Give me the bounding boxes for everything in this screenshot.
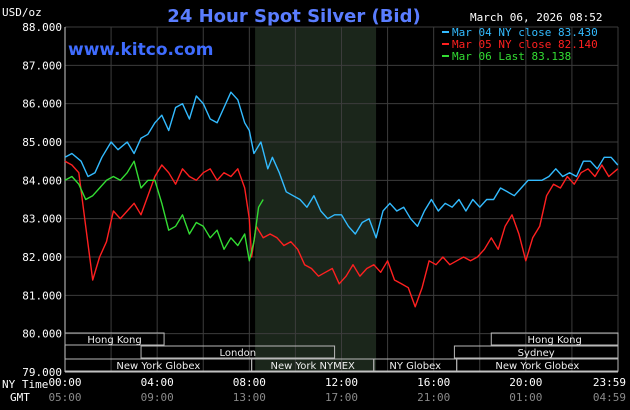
session-bar — [140, 345, 336, 359]
legend-entry: Mar 06 Last 83.138 — [452, 50, 571, 63]
y-tick-label: 86.000 — [22, 98, 62, 111]
y-unit-label: USD/oz — [2, 6, 42, 19]
x-tick-label-ny: 12:00 — [325, 376, 358, 389]
session-label: Hong Kong — [87, 335, 141, 346]
y-tick-label: 83.000 — [22, 213, 62, 226]
series-line-2 — [64, 160, 264, 262]
session-label: New York Globex — [495, 361, 579, 372]
x-tick-label-ny: 08:00 — [233, 376, 266, 389]
series-line-1 — [64, 160, 619, 308]
legend-entry: Mar 04 NY close 83.430 — [452, 26, 598, 39]
x-tick-label-ny: 16:00 — [417, 376, 450, 389]
session-label: Sydney — [518, 348, 555, 359]
date-label: March 06, 2026 08:52 — [470, 11, 602, 24]
session-label: New York NYMEX — [271, 361, 356, 372]
y-tick-label: 79.000 — [22, 366, 62, 379]
x-tick-label-gmt: 01:00 — [509, 391, 542, 404]
x-tick-label-gmt: 05:00 — [48, 391, 81, 404]
x-tick-label-ny: 20:00 — [509, 376, 542, 389]
x-tick-label-ny: 00:00 — [48, 376, 81, 389]
x-tick-label-ny: 23:59 — [593, 376, 626, 389]
session-label: New York Globex — [116, 361, 200, 372]
session-bar — [490, 332, 619, 346]
session-label: NY Globex — [389, 361, 441, 372]
x-tick-label-gmt: 17:00 — [325, 391, 358, 404]
x-tick-label-gmt: 21:00 — [417, 391, 450, 404]
x-tick-label-gmt: 04:59 — [593, 391, 626, 404]
y-tick-label: 84.000 — [22, 174, 62, 187]
y-tick-label: 81.000 — [22, 289, 62, 302]
legend-entry: Mar 05 NY close 82.140 — [452, 38, 598, 51]
y-tick-label: 85.000 — [22, 136, 62, 149]
y-tick-label: 87.000 — [22, 59, 62, 72]
gmt-label: GMT — [10, 391, 30, 404]
session-bar — [64, 332, 165, 346]
x-tick-label-gmt: 09:00 — [141, 391, 174, 404]
x-tick-label-gmt: 13:00 — [233, 391, 266, 404]
session-label: Hong Kong — [527, 335, 581, 346]
session-label: London — [219, 348, 256, 359]
session-bar — [453, 345, 619, 359]
session-bar — [456, 358, 619, 372]
ny-time-label: NY Time — [2, 378, 48, 391]
kitco-watermark: www.kitco.com — [68, 40, 213, 60]
chart-title: 24 Hour Spot Silver (Bid) — [167, 6, 420, 27]
y-tick-label: 80.000 — [22, 328, 62, 341]
y-tick-label: 88.000 — [22, 21, 62, 34]
series-line-0 — [64, 91, 619, 239]
y-tick-label: 82.000 — [22, 251, 62, 264]
x-tick-label-ny: 04:00 — [141, 376, 174, 389]
